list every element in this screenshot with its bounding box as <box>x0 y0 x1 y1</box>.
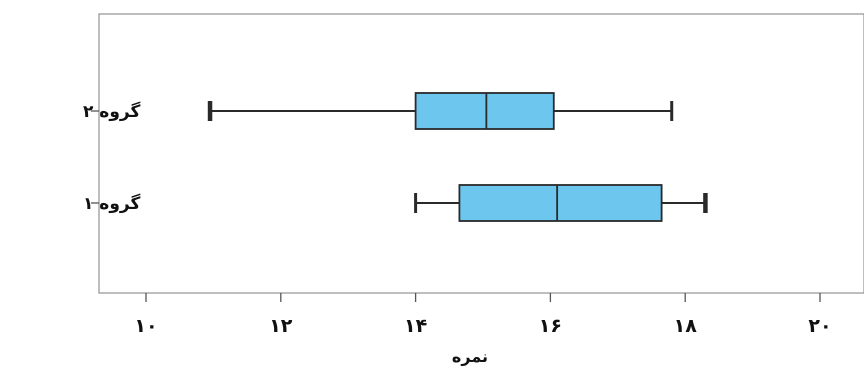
x-axis-title: نمره <box>452 347 488 366</box>
x-tick-label: ۱۴ <box>404 315 427 337</box>
x-tick-label: ۱۸ <box>674 315 698 337</box>
x-tick-label: ۱۰ <box>134 315 157 337</box>
iqr-box <box>414 92 555 130</box>
box-group <box>414 184 708 222</box>
y-category-label: گروه ۲ <box>83 101 140 122</box>
box-group <box>207 92 674 130</box>
iqr-box <box>458 184 663 222</box>
plot-frame <box>98 13 864 294</box>
x-tick-label: ۲۰ <box>808 315 831 337</box>
y-category-label: گروه ۱ <box>83 193 140 214</box>
x-tick-label: ۱۲ <box>269 315 293 337</box>
x-tick-label: ۱۶ <box>539 315 562 337</box>
